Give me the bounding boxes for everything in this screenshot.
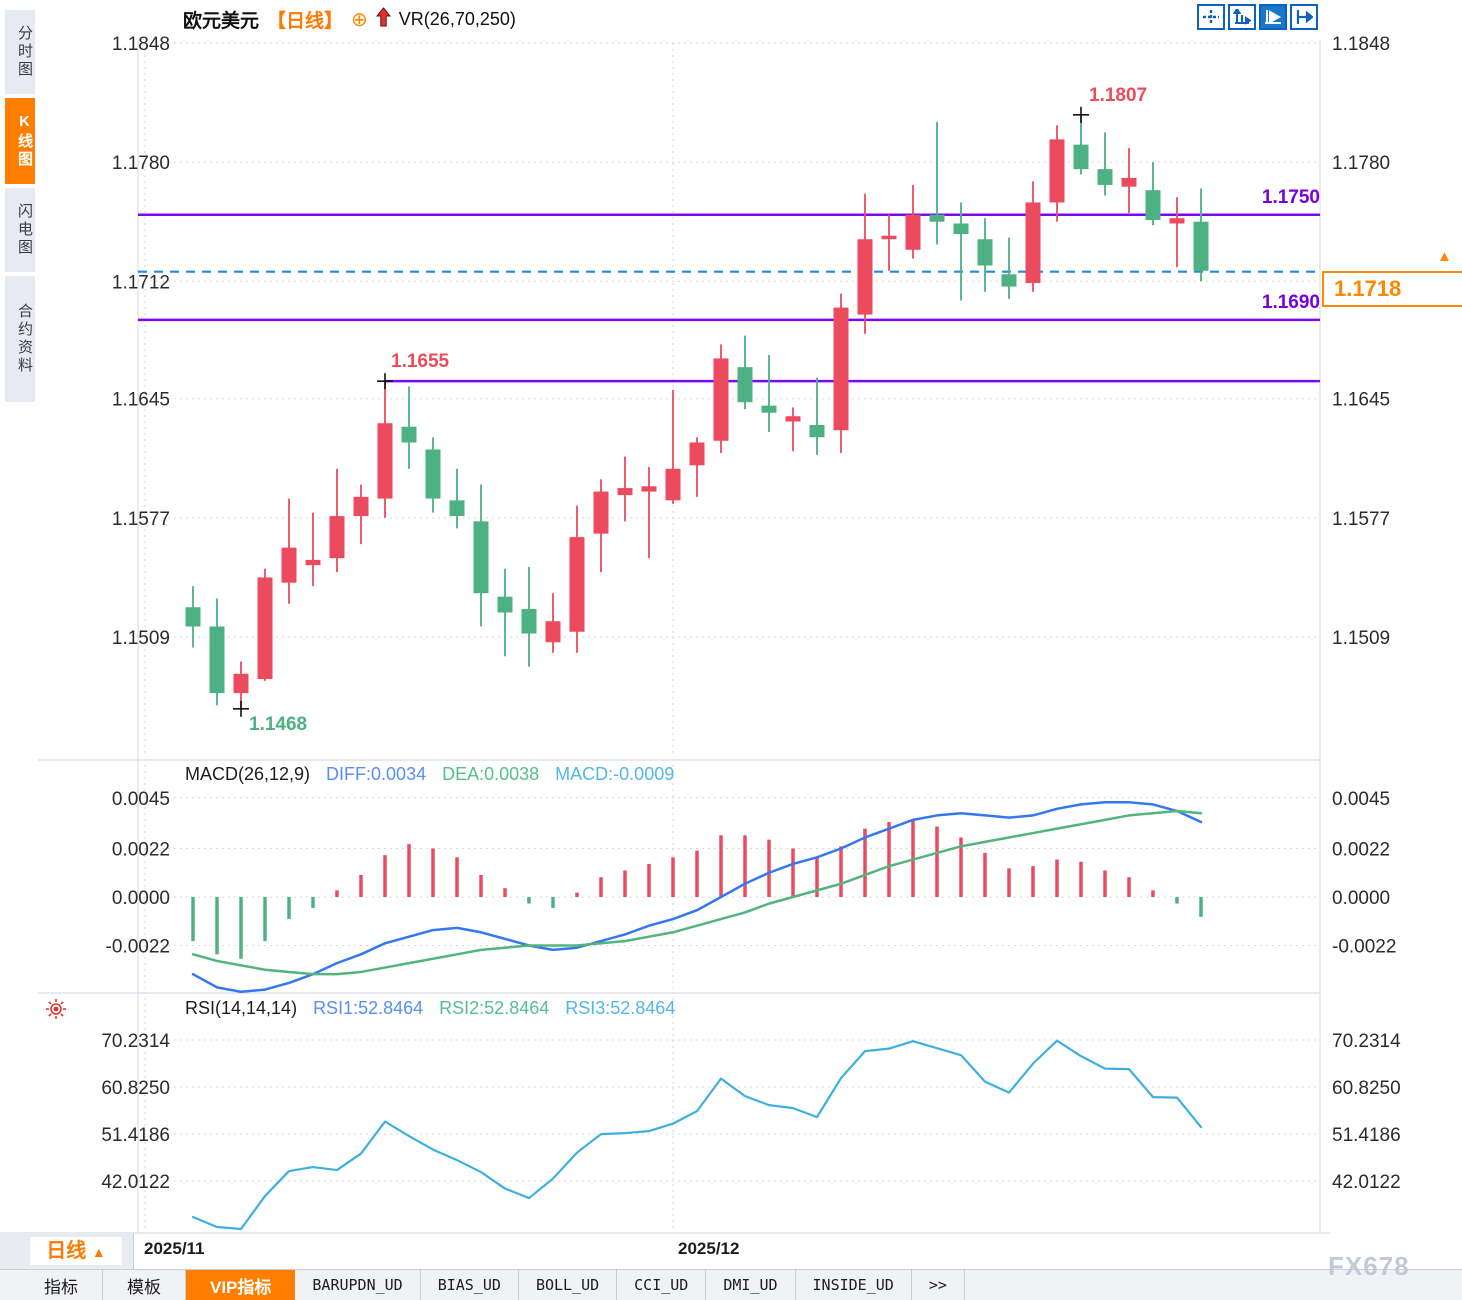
svg-text:1.1577: 1.1577 <box>1332 509 1390 530</box>
macd-name-label: MACD(26,12,9) <box>185 764 311 784</box>
svg-text:1.1712: 1.1712 <box>112 272 170 293</box>
macd-diff-value: DIFF:0.0034 <box>326 764 427 784</box>
sidebar-tab-contract-info[interactable]: 合约资料 <box>5 276 35 402</box>
period-up-triangle-icon: ▲ <box>91 1244 106 1260</box>
pan-crosshair-icon[interactable] <box>1197 4 1225 30</box>
sidebar-tab-candle-chart[interactable]: K线图 <box>5 98 35 184</box>
svg-text:51.4186: 51.4186 <box>101 1125 170 1146</box>
period-tag: 【日线】 <box>267 11 344 32</box>
svg-text:70.2314: 70.2314 <box>1332 1031 1401 1052</box>
period-selector-button[interactable]: 日线 ▲ <box>30 1237 122 1265</box>
svg-text:60.8250: 60.8250 <box>1332 1078 1401 1099</box>
x-axis-label-november: 2025/11 <box>144 1239 205 1258</box>
symbol-name: 欧元美元 <box>183 11 260 32</box>
watermark: FX678 <box>1328 1251 1410 1281</box>
add-indicator-icon[interactable]: ⊕ <box>351 8 368 31</box>
resistance-level-label: 1.1750 <box>1261 187 1320 208</box>
x-axis-label-december: 2025/12 <box>678 1239 740 1258</box>
macd-dea-value: DEA:0.0038 <box>442 764 540 784</box>
svg-text:1.1509: 1.1509 <box>1332 628 1390 649</box>
svg-text:1.1645: 1.1645 <box>112 390 170 411</box>
svg-text:0.0045: 0.0045 <box>1332 789 1390 810</box>
svg-text:-0.0022: -0.0022 <box>106 937 170 958</box>
tab-inside-ud[interactable]: INSIDE_UD <box>796 1270 912 1300</box>
low-price-annotation: 1.1468 <box>249 714 308 735</box>
chart-title-row: 欧元美元 【日线】 ⊕ VR(26,70,250) <box>183 6 516 33</box>
axis-shift-icon[interactable] <box>1290 4 1318 30</box>
tab-boll-ud[interactable]: BOLL_UD <box>519 1270 618 1300</box>
price-up-arrow-icon: ▲ <box>1437 248 1452 265</box>
trend-up-arrow-icon <box>375 6 391 33</box>
axis-play-icon[interactable] <box>1259 4 1287 30</box>
tab-cci-ud[interactable]: CCI_UD <box>617 1270 707 1300</box>
svg-text:51.4186: 51.4186 <box>1332 1125 1401 1146</box>
svg-text:42.0122: 42.0122 <box>101 1172 170 1193</box>
svg-text:1.1780: 1.1780 <box>112 153 170 174</box>
indicator-tab-bar: 指标 模板 VIP指标 BARUPDN_UD BIAS_UD BOLL_UD C… <box>0 1269 1462 1300</box>
svg-text:0.0022: 0.0022 <box>112 840 170 861</box>
svg-text:42.0122: 42.0122 <box>1332 1172 1401 1193</box>
left-tab-strip: 分时图 K线图 闪电图 合约资料 <box>0 0 38 1232</box>
svg-text:1.1509: 1.1509 <box>112 628 170 649</box>
svg-text:1.1577: 1.1577 <box>112 509 170 530</box>
tab-templates[interactable]: 模板 <box>103 1270 186 1300</box>
chart-toolbar <box>1197 4 1318 30</box>
tab-indicators[interactable]: 指标 <box>20 1270 103 1300</box>
axis-scale-icon[interactable] <box>1228 4 1256 30</box>
rsi1-value: RSI1:52.8464 <box>313 998 424 1018</box>
svg-text:0.0022: 0.0022 <box>1332 840 1390 861</box>
rsi-name-label: RSI(14,14,14) <box>185 998 298 1018</box>
svg-text:0.0000: 0.0000 <box>112 888 170 909</box>
support-level-label: 1.1690 <box>1261 292 1320 313</box>
macd-macd-value: MACD:-0.0009 <box>555 764 675 784</box>
rsi2-value: RSI2:52.8464 <box>439 998 550 1018</box>
current-price-box: 1.1718 <box>1322 271 1462 307</box>
tab-dmi-ud[interactable]: DMI_UD <box>706 1270 796 1300</box>
svg-text:1.1780: 1.1780 <box>1332 153 1390 174</box>
period-selector-label: 日线 <box>46 1240 87 1262</box>
sidebar-tab-flash-chart[interactable]: 闪电图 <box>5 188 35 272</box>
svg-text:70.2314: 70.2314 <box>101 1031 170 1052</box>
vr-indicator-label: VR(26,70,250) <box>398 9 516 29</box>
svg-text:0.0045: 0.0045 <box>112 789 170 810</box>
pivot-price-annotation: 1.1655 <box>391 351 450 372</box>
tab-barupdn-ud[interactable]: BARUPDN_UD <box>295 1270 421 1300</box>
tab-bias-ud[interactable]: BIAS_UD <box>421 1270 519 1300</box>
svg-text:1.1645: 1.1645 <box>1332 390 1390 411</box>
tab-more[interactable]: >> <box>912 1270 965 1300</box>
rsi3-value: RSI3:52.8464 <box>565 998 676 1018</box>
svg-text:1.1848: 1.1848 <box>1332 34 1390 55</box>
indicator-settings-icon[interactable] <box>44 997 68 1026</box>
svg-text:-0.0022: -0.0022 <box>1332 937 1396 958</box>
svg-text:1.1848: 1.1848 <box>112 34 170 55</box>
macd-header: MACD(26,12,9) DIFF:0.0034 DEA:0.0038 MAC… <box>185 764 674 785</box>
high-price-annotation: 1.1807 <box>1089 85 1148 106</box>
tab-vip-indicators[interactable]: VIP指标 <box>186 1270 296 1300</box>
rsi-header: RSI(14,14,14) RSI1:52.8464 RSI2:52.8464 … <box>185 998 675 1019</box>
svg-text:0.0000: 0.0000 <box>1332 888 1390 909</box>
sidebar-tab-time-chart[interactable]: 分时图 <box>5 10 35 94</box>
svg-text:60.8250: 60.8250 <box>101 1078 170 1099</box>
